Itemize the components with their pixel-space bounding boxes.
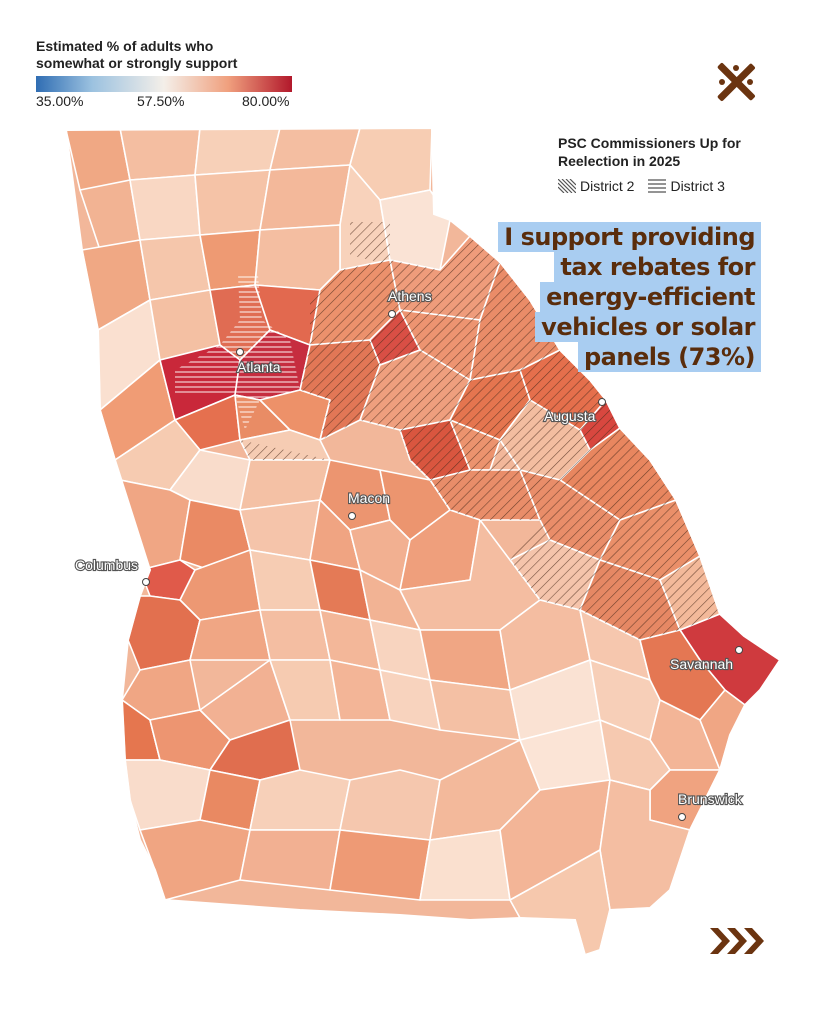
callout-line-5: panels (73%) bbox=[578, 342, 761, 372]
legend-min-label: 35.00% bbox=[36, 93, 84, 109]
atlanta-marker bbox=[236, 348, 244, 356]
callout-line-4: vehicles or solar bbox=[535, 312, 761, 342]
brunswick-label: Brunswick bbox=[678, 791, 743, 807]
county bbox=[194, 169, 271, 236]
triple-chevron-right-icon[interactable] bbox=[710, 926, 766, 956]
horizontal-hatch-icon bbox=[648, 179, 667, 193]
callout-line-3: energy-efficient bbox=[540, 282, 761, 312]
city-markers: Atlanta Athens Augusta Macon Columbus Sa… bbox=[74, 287, 744, 821]
district-2-hatch bbox=[350, 222, 390, 265]
county bbox=[194, 128, 281, 176]
savannah-marker bbox=[735, 646, 743, 654]
athens-label: Athens bbox=[388, 288, 432, 304]
county bbox=[239, 829, 341, 891]
legend-title-line2: somewhat or strongly support bbox=[36, 55, 238, 71]
atlanta-label: Atlanta bbox=[237, 359, 281, 375]
legend-mid-label: 57.50% bbox=[137, 93, 185, 109]
county bbox=[379, 189, 451, 271]
district-2-hatch-layer bbox=[240, 222, 720, 640]
county bbox=[259, 164, 351, 231]
augusta-label: Augusta bbox=[544, 408, 596, 424]
macon-marker bbox=[348, 512, 356, 520]
columbus-label: Columbus bbox=[75, 557, 138, 573]
psc-legend: PSC Commissioners Up for Reelection in 2… bbox=[558, 134, 778, 194]
survey-callout: I support providing tax rebates for ener… bbox=[498, 222, 761, 372]
district-2-label: District 2 bbox=[580, 178, 635, 194]
county bbox=[249, 769, 351, 831]
county bbox=[429, 679, 521, 741]
diagonal-hatch-icon bbox=[558, 179, 576, 193]
legend-title-line1: Estimated % of adults who bbox=[36, 38, 214, 54]
columbus-marker bbox=[142, 578, 150, 586]
county bbox=[329, 829, 431, 901]
savannah-label: Savannah bbox=[670, 656, 733, 672]
psc-title-line2: Reelection in 2025 bbox=[558, 153, 681, 169]
legend-max-label: 80.00% bbox=[242, 93, 290, 109]
brunswick-marker bbox=[678, 813, 686, 821]
district-2-hatch bbox=[300, 236, 720, 640]
district-2-key: District 2 bbox=[558, 178, 634, 194]
callout-line-1: I support providing bbox=[498, 222, 761, 252]
county bbox=[259, 609, 331, 661]
psc-keys: District 2 District 3 bbox=[558, 178, 778, 194]
district-3-key: District 3 bbox=[648, 178, 725, 194]
legend-color-scale bbox=[36, 76, 292, 92]
crossed-x-logo-icon bbox=[717, 63, 755, 101]
psc-title-line1: PSC Commissioners Up for bbox=[558, 135, 741, 151]
legend: Estimated % of adults who somewhat or st… bbox=[36, 38, 306, 110]
county bbox=[119, 128, 201, 181]
county bbox=[139, 234, 211, 301]
legend-ticks: 35.00% 57.50% 80.00% bbox=[36, 92, 306, 110]
augusta-marker bbox=[598, 398, 606, 406]
county bbox=[419, 829, 511, 901]
district-3-label: District 3 bbox=[670, 178, 725, 194]
county bbox=[269, 128, 361, 171]
district-2-hatch bbox=[240, 440, 330, 460]
county bbox=[129, 174, 201, 241]
athens-marker bbox=[388, 310, 396, 318]
county bbox=[339, 769, 441, 841]
psc-title: PSC Commissioners Up for Reelection in 2… bbox=[558, 134, 778, 170]
macon-label: Macon bbox=[348, 490, 390, 506]
callout-line-2: tax rebates for bbox=[554, 252, 761, 282]
county bbox=[254, 224, 341, 291]
legend-title: Estimated % of adults who somewhat or st… bbox=[36, 38, 306, 72]
county bbox=[124, 759, 211, 831]
